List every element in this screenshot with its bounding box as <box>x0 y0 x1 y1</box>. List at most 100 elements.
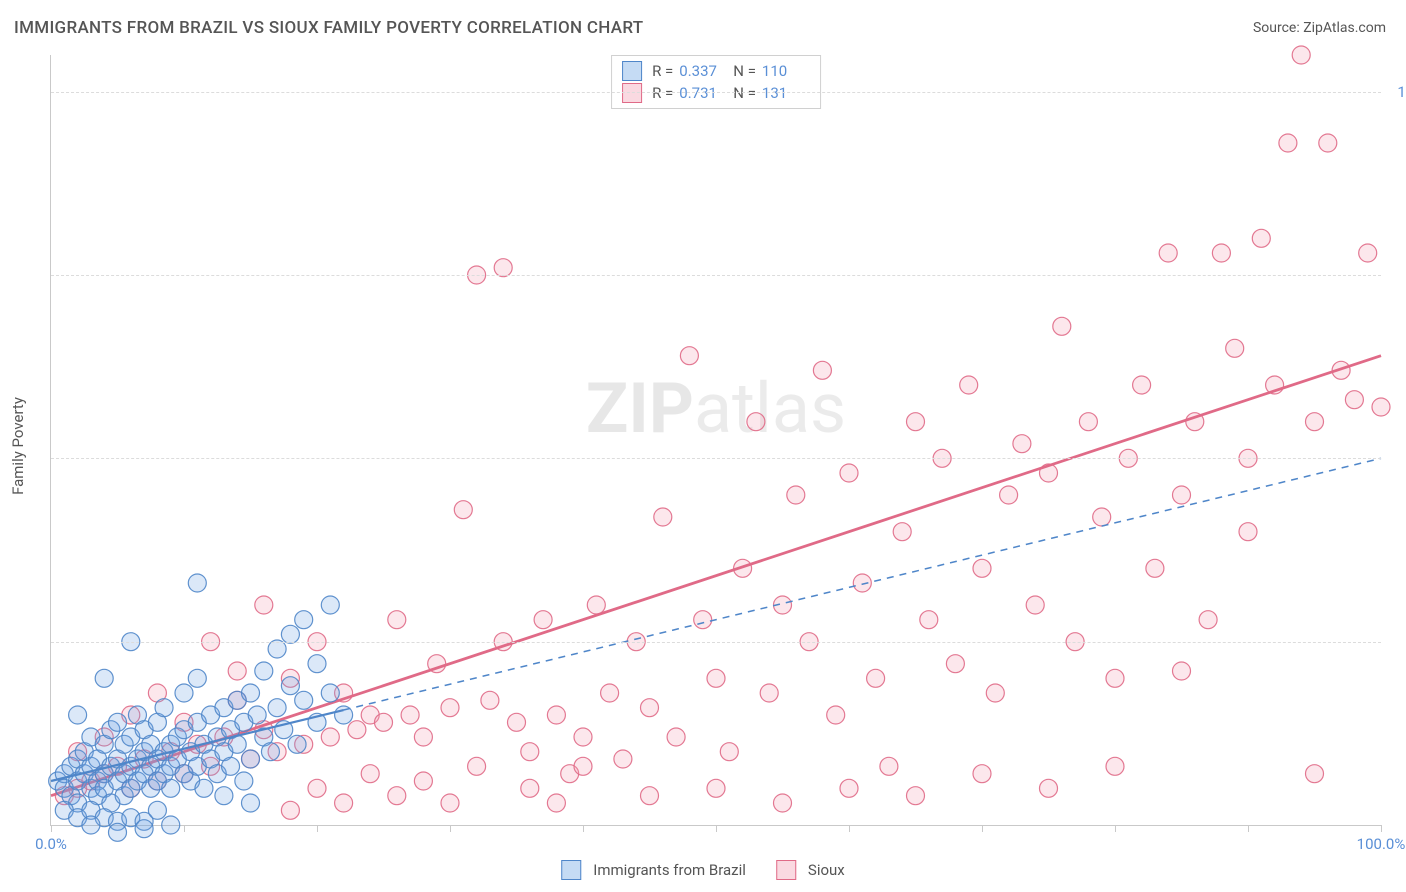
scatter-point <box>867 669 885 687</box>
x-tick <box>716 825 717 832</box>
n-label: N = <box>733 82 756 104</box>
scatter-point <box>960 376 978 394</box>
scatter-point <box>255 662 273 680</box>
legend-item-2: Sioux <box>776 860 845 880</box>
scatter-point <box>614 750 632 768</box>
scatter-point <box>454 501 472 519</box>
bottom-legend: Immigrants from Brazil Sioux <box>561 860 845 880</box>
source-credit: Source: ZipAtlas.com <box>1253 20 1386 36</box>
x-tick <box>1115 825 1116 832</box>
scatter-point <box>1040 779 1058 797</box>
scatter-point <box>109 823 127 841</box>
scatter-point <box>813 361 831 379</box>
scatter-point <box>188 574 206 592</box>
scatter-point <box>135 820 153 838</box>
legend-label-2: Sioux <box>808 861 845 879</box>
scatter-point <box>348 721 366 739</box>
scatter-point <box>827 706 845 724</box>
scatter-point <box>95 669 113 687</box>
scatter-point <box>521 743 539 761</box>
scatter-point <box>248 706 266 724</box>
scatter-point <box>215 787 233 805</box>
scatter-point <box>1000 486 1018 504</box>
trend-line-dashed <box>344 458 1381 710</box>
scatter-point <box>1146 559 1164 577</box>
scatter-point <box>281 677 299 695</box>
scatter-point <box>69 706 87 724</box>
scatter-point <box>1359 244 1377 262</box>
scatter-point <box>587 596 605 614</box>
scatter-point <box>907 413 925 431</box>
scatter-point <box>747 413 765 431</box>
scatter-point <box>853 574 871 592</box>
scatter-point <box>281 801 299 819</box>
scatter-point <box>1106 669 1124 687</box>
source-value: ZipAtlas.com <box>1303 20 1386 36</box>
x-tick <box>1381 825 1382 832</box>
scatter-point <box>388 787 406 805</box>
scatter-point <box>148 801 166 819</box>
x-tick-label: 0.0% <box>35 835 67 853</box>
x-tick <box>184 825 185 832</box>
scatter-point <box>1372 398 1390 416</box>
legend-swatch-1 <box>622 61 642 81</box>
scatter-point <box>920 611 938 629</box>
scatter-point <box>547 794 565 812</box>
y-tick-label: 25.0% <box>1386 633 1406 651</box>
legend-item-1: Immigrants from Brazil <box>561 860 746 880</box>
chart-container: IMMIGRANTS FROM BRAZIL VS SIOUX FAMILY P… <box>0 0 1406 892</box>
scatter-point <box>109 713 127 731</box>
scatter-point <box>840 779 858 797</box>
scatter-point <box>335 794 353 812</box>
scatter-point <box>295 611 313 629</box>
scatter-point <box>508 713 526 731</box>
y-axis-title: Family Poverty <box>9 397 27 495</box>
y-tick-label: 50.0% <box>1386 449 1406 467</box>
r-label: R = <box>652 82 673 104</box>
scatter-point <box>1093 508 1111 526</box>
scatter-point <box>641 699 659 717</box>
scatter-point <box>295 691 313 709</box>
scatter-point <box>1026 596 1044 614</box>
scatter-point <box>973 765 991 783</box>
scatter-point <box>375 713 393 731</box>
scatter-point <box>188 669 206 687</box>
gridline <box>51 458 1381 459</box>
scatter-point <box>774 794 792 812</box>
plot-area: ZIPatlas R = 0.337 N = 110 R = 0.731 N =… <box>50 55 1381 826</box>
scatter-point <box>268 640 286 658</box>
scatter-point <box>162 779 180 797</box>
scatter-point <box>707 779 725 797</box>
scatter-point <box>308 779 326 797</box>
x-tick <box>982 825 983 832</box>
scatter-point <box>308 655 326 673</box>
x-tick <box>849 825 850 832</box>
scatter-point <box>1173 486 1191 504</box>
scatter-point <box>235 772 253 790</box>
legend-swatch-2 <box>622 83 642 103</box>
scatter-point <box>986 684 1004 702</box>
scatter-point <box>1079 413 1097 431</box>
scatter-point <box>414 772 432 790</box>
scatter-point <box>261 743 279 761</box>
scatter-point <box>494 259 512 277</box>
scatter-point <box>242 684 260 702</box>
scatter-point <box>840 464 858 482</box>
scatter-point <box>268 699 286 717</box>
scatter-point <box>162 816 180 834</box>
scatter-point <box>82 816 100 834</box>
stats-legend: R = 0.337 N = 110 R = 0.731 N = 131 <box>611 55 821 109</box>
scatter-point <box>242 794 260 812</box>
scatter-point <box>255 596 273 614</box>
scatter-point <box>907 787 925 805</box>
x-tick <box>1248 825 1249 832</box>
scatter-point <box>1053 317 1071 335</box>
x-tick <box>583 825 584 832</box>
stats-row-series-1: R = 0.337 N = 110 <box>622 60 810 82</box>
scatter-point <box>401 706 419 724</box>
scatter-point <box>1239 523 1257 541</box>
scatter-point <box>175 684 193 702</box>
scatter-point <box>601 684 619 702</box>
scatter-point <box>468 757 486 775</box>
scatter-point <box>321 684 339 702</box>
